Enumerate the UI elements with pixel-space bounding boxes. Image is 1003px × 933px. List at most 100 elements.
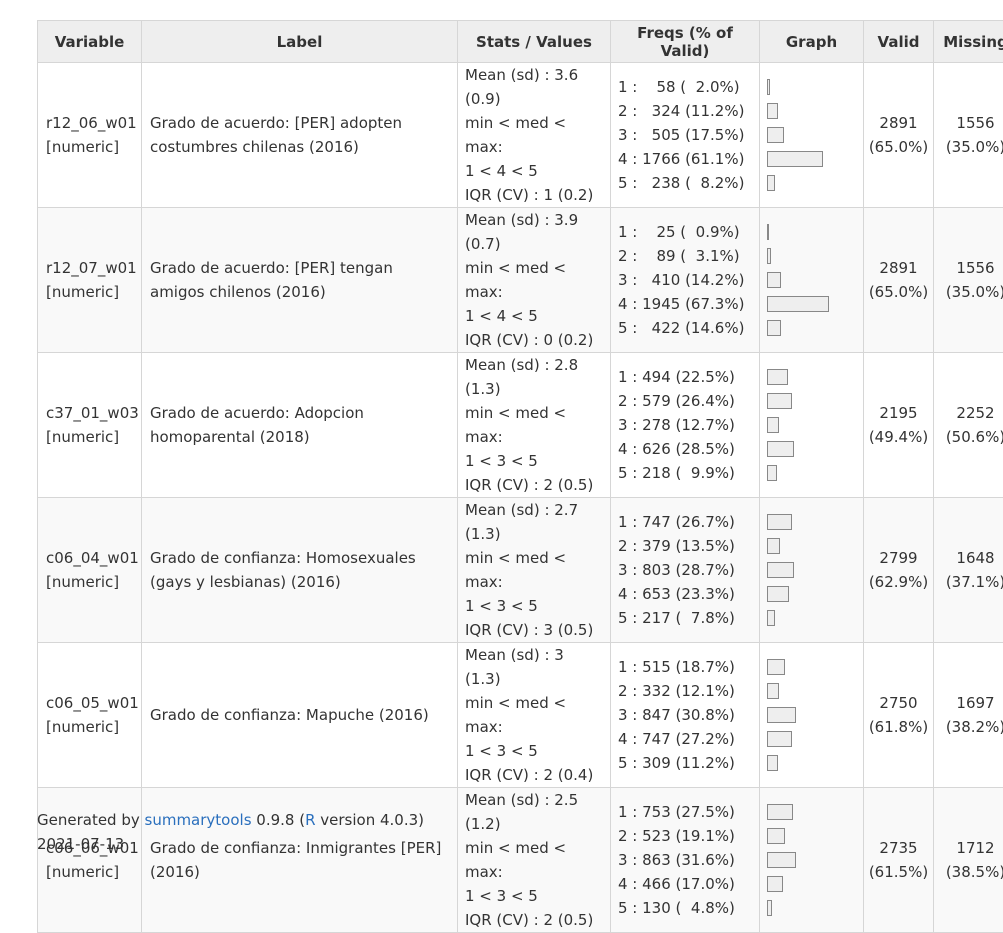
freq-bar [767,876,783,892]
freq-bar [767,103,778,119]
freq-line: 2 : 579 (26.4%) [618,389,759,413]
graph-cell [760,208,864,353]
table-row: c37_01_w03 [numeric] Grado de acuerdo: A… [38,353,1003,498]
freq-line: 5 : 218 ( 9.9%) [618,461,759,485]
missing-cell: 2252 (50.6%) [934,353,1003,498]
freq-line: 4 : 653 (23.3%) [618,582,759,606]
valid-cell: 2891 (65.0%) [864,208,934,353]
stat-min-med-max-label: min < med < max: [465,111,603,159]
missing-cell: 1556 (35.0%) [934,208,1003,353]
freq-line: 5 : 422 (14.6%) [618,316,759,340]
valid-count: 2750 [864,691,933,715]
missing-cell: 1648 (37.1%) [934,498,1003,643]
summary-table-wrapper: Variable Label Stats / Values Freqs (% o… [37,20,1003,933]
freq-bar-graph [762,655,862,775]
missing-cell: 1712 (38.5%) [934,788,1003,933]
freq-line: 3 : 410 (14.2%) [618,268,759,292]
freq-bar-graph [762,220,862,340]
table-body: r12_06_w01 [numeric] Grado de acuerdo: [… [38,63,1003,933]
freq-bar [767,683,779,699]
col-header-valid[interactable]: Valid [864,21,934,63]
stat-min-med-max: 1 < 4 < 5 [465,159,603,183]
missing-percent: (38.5%) [934,860,1003,884]
freq-bar-graph [762,365,862,485]
stat-min-med-max-label: min < med < max: [465,691,603,739]
freq-line: 3 : 803 (28.7%) [618,558,759,582]
freq-line: 4 : 1945 (67.3%) [618,292,759,316]
missing-percent: (35.0%) [934,280,1003,304]
valid-count: 2735 [864,836,933,860]
stats-cell: Mean (sd) : 3.9 (0.7) min < med < max: 1… [458,208,611,353]
freq-bar [767,441,794,457]
missing-cell: 1697 (38.2%) [934,643,1003,788]
freq-line: 1 : 25 ( 0.9%) [618,220,759,244]
freq-line: 4 : 747 (27.2%) [618,727,759,751]
col-header-variable[interactable]: Variable [38,21,142,63]
col-header-label[interactable]: Label [142,21,458,63]
stat-min-med-max: 1 < 4 < 5 [465,304,603,328]
valid-cell: 2735 (61.5%) [864,788,934,933]
freq-line: 3 : 505 (17.5%) [618,123,759,147]
freq-line: 4 : 1766 (61.1%) [618,147,759,171]
footer-r-version: version 4.0.3) [316,811,425,829]
freqs-cell: 1 : 747 (26.7%) 2 : 379 (13.5%) 3 : 803 … [611,498,760,643]
missing-count: 2252 [934,401,1003,425]
graph-cell [760,498,864,643]
label-cell: Grado de acuerdo: [PER] tengan amigos ch… [142,208,458,353]
freq-bar [767,296,829,312]
label-cell: Grado de confianza: Homosexuales (gays y… [142,498,458,643]
freq-line: 1 : 58 ( 2.0%) [618,75,759,99]
freq-line: 5 : 309 (11.2%) [618,751,759,775]
graph-cell [760,63,864,208]
col-header-missing[interactable]: Missing [934,21,1003,63]
footer-generated-line: Generated by summarytools 0.9.8 (R versi… [37,808,424,832]
missing-count: 1697 [934,691,1003,715]
variable-type: [numeric] [46,860,133,884]
freq-line: 4 : 626 (28.5%) [618,437,759,461]
stat-mean-sd: Mean (sd) : 3.6 (0.9) [465,63,603,111]
stat-min-med-max-label: min < med < max: [465,546,603,594]
stats-cell: Mean (sd) : 3 (1.3) min < med < max: 1 <… [458,643,611,788]
valid-count: 2891 [864,111,933,135]
footer-generated-by: Generated by [37,811,145,829]
graph-cell [760,353,864,498]
freq-line: 3 : 863 (31.6%) [618,848,759,872]
variable-type: [numeric] [46,715,133,739]
missing-cell: 1556 (35.0%) [934,63,1003,208]
freq-line: 1 : 515 (18.7%) [618,655,759,679]
freq-bar [767,224,769,240]
freq-line: 5 : 238 ( 8.2%) [618,171,759,195]
stat-mean-sd: Mean (sd) : 2.7 (1.3) [465,498,603,546]
freq-line: 3 : 847 (30.8%) [618,703,759,727]
freq-bar [767,417,779,433]
freq-bar-graph [762,75,862,195]
missing-count: 1556 [934,256,1003,280]
valid-percent: (65.0%) [864,280,933,304]
freq-bar-graph [762,510,862,630]
valid-percent: (62.9%) [864,570,933,594]
stat-mean-sd: Mean (sd) : 2.5 (1.2) [465,788,603,836]
missing-percent: (35.0%) [934,135,1003,159]
freq-bar [767,900,772,916]
footer: Generated by summarytools 0.9.8 (R versi… [37,808,424,856]
r-link[interactable]: R [305,811,315,829]
freq-bar [767,127,784,143]
stat-mean-sd: Mean (sd) : 3 (1.3) [465,643,603,691]
col-header-stats[interactable]: Stats / Values [458,21,611,63]
summarytools-link[interactable]: summarytools [145,811,252,829]
label-cell: Grado de confianza: Mapuche (2016) [142,643,458,788]
variable-type: [numeric] [46,425,133,449]
freq-bar [767,586,789,602]
stat-min-med-max-label: min < med < max: [465,401,603,449]
freq-bar [767,804,793,820]
freq-line: 2 : 89 ( 3.1%) [618,244,759,268]
missing-count: 1712 [934,836,1003,860]
freq-line: 3 : 278 (12.7%) [618,413,759,437]
col-header-freqs[interactable]: Freqs (% of Valid) [611,21,760,63]
col-header-graph[interactable]: Graph [760,21,864,63]
variable-cell: r12_07_w01 [numeric] [38,208,142,353]
stat-iqr-cv: IQR (CV) : 0 (0.2) [465,328,603,352]
label-cell: Grado de acuerdo: [PER] adopten costumbr… [142,63,458,208]
graph-cell [760,788,864,933]
freq-bar [767,369,788,385]
